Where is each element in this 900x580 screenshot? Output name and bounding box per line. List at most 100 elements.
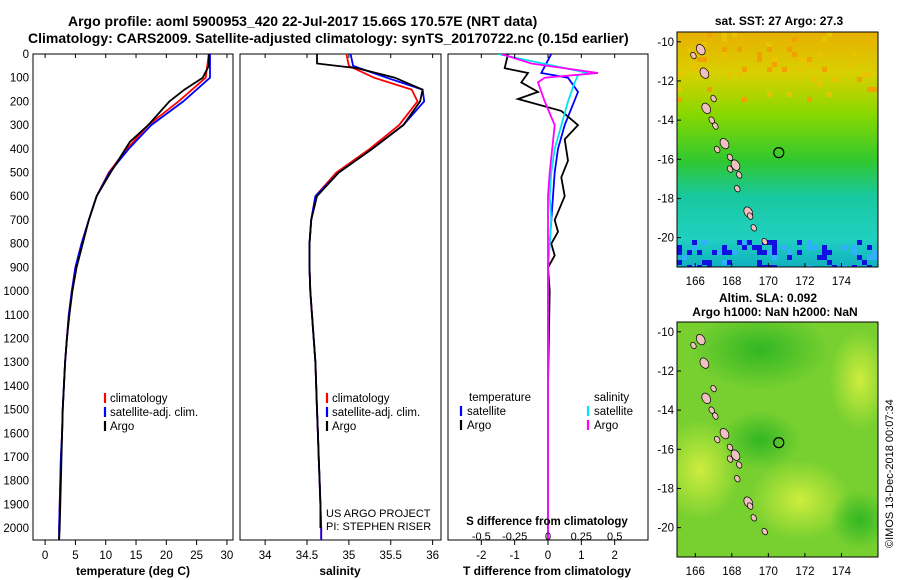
sst-pixel [727, 260, 732, 265]
map-x-tick-label: 170 [759, 276, 778, 288]
sst-pixel [737, 72, 742, 77]
s-tick-label: 0 [545, 531, 551, 543]
series-line-argo [308, 54, 424, 529]
sst-pixel [772, 265, 777, 267]
sst-pixel [772, 245, 777, 250]
sst-pixel [692, 62, 697, 67]
x-tick-label: -2 [476, 550, 486, 562]
island [690, 341, 697, 350]
island [726, 153, 734, 161]
sst-pixel [867, 245, 872, 250]
sst-pixel [687, 250, 692, 255]
x-tick-label: 1 [578, 550, 584, 562]
sst-pixel [807, 245, 812, 250]
sst-pixel [787, 47, 792, 52]
sst-pixel [867, 255, 872, 260]
sst-pixel [787, 250, 792, 255]
sst-pixel [692, 245, 697, 250]
island [734, 475, 741, 483]
island [726, 443, 734, 451]
depth-tick-label: 900 [10, 262, 29, 274]
header-line1: Argo profile: aoml 5900953_420 22-Jul-20… [68, 13, 537, 29]
sst-pixel [822, 250, 827, 255]
depth-tick-label: 400 [10, 144, 29, 156]
sst-pixel [722, 47, 727, 52]
sst-pixel [792, 37, 797, 42]
sst-pixel [817, 255, 822, 260]
sst-pixel [767, 250, 772, 255]
sst-map-frame [676, 31, 879, 268]
sst-pixel [677, 245, 682, 250]
legend-label: satellite [594, 406, 633, 418]
sst-pixel [822, 37, 827, 42]
island [701, 102, 712, 114]
temperature-xlabel: temperature (deg C) [76, 564, 190, 578]
series-line-t-argo [503, 54, 580, 540]
sst-pixel [772, 255, 777, 260]
sst-pixel [827, 250, 832, 255]
temperature-legend: climatology satellite-adj. clim. Argo [103, 393, 198, 433]
temperature-panel-frame [32, 53, 234, 541]
series-line-argo [58, 54, 210, 540]
depth-tick-label: 2000 [3, 523, 29, 535]
sst-pixel [772, 62, 777, 67]
depth-tick-label: 500 [10, 168, 29, 180]
sst-pixel [872, 87, 877, 92]
sst-pixel [832, 265, 837, 267]
sst-pixel [717, 250, 722, 255]
sst-pixel [722, 37, 727, 42]
sst-pixel [772, 240, 777, 245]
sst-pixel [747, 240, 752, 245]
island [726, 455, 734, 463]
island [726, 165, 734, 173]
sst-pixel [862, 260, 867, 265]
sst-pixel [852, 52, 857, 57]
x-tick-label: 15 [130, 550, 143, 562]
island [734, 185, 741, 193]
island [750, 514, 757, 522]
map-x-tick-label: 170 [759, 566, 778, 578]
sst-pixel [867, 87, 872, 92]
sst-pixel [797, 250, 802, 255]
sst-pixel [797, 57, 802, 62]
sst-pixel [732, 250, 737, 255]
x-tick-label: 35.5 [380, 550, 402, 562]
sst-pixel [692, 67, 697, 72]
island [735, 171, 743, 179]
sst-pixel [752, 245, 757, 250]
sst-pixel [807, 265, 812, 267]
s-tick-label: -0.25 [502, 531, 527, 543]
sst-pixel [722, 52, 727, 57]
sst-pixel [687, 265, 692, 267]
legend-label: Argo [332, 421, 356, 433]
sst-pixel [762, 265, 767, 267]
temperature-series [58, 54, 211, 540]
sst-pixel [872, 250, 877, 255]
sst-pixel [712, 250, 717, 255]
difference-top-xlabel: S difference from climatology [466, 516, 628, 528]
sst-pixel [862, 72, 867, 77]
sst-pixel [807, 62, 812, 67]
map-x-tick-label: 172 [795, 566, 814, 578]
sst-pixel [802, 57, 807, 62]
depth-tick-label: 300 [10, 120, 29, 132]
sst-pixel [772, 250, 777, 255]
sst-pixel [707, 260, 712, 265]
depth-tick-label: 1900 [3, 499, 29, 511]
x-tick-label: 0 [545, 550, 551, 562]
legend-label: satellite-adj. clim. [332, 407, 420, 419]
credit-imos: ©IMOS 13-Dec-2018 00:07:34 [884, 399, 896, 548]
sst-pixel [797, 67, 802, 72]
x-tick-label: 35 [342, 550, 355, 562]
sst-pixel [867, 72, 872, 77]
x-tick-label: 34 [259, 550, 272, 562]
x-tick-label: 36 [426, 550, 439, 562]
island [714, 435, 721, 444]
sst-pixel [757, 260, 762, 265]
sst-pixel [827, 260, 832, 265]
legend-label: climatology [332, 393, 390, 405]
sst-pixel [737, 240, 742, 245]
map-y-tick-label: -12 [657, 366, 674, 378]
sst-pixel [697, 265, 702, 267]
